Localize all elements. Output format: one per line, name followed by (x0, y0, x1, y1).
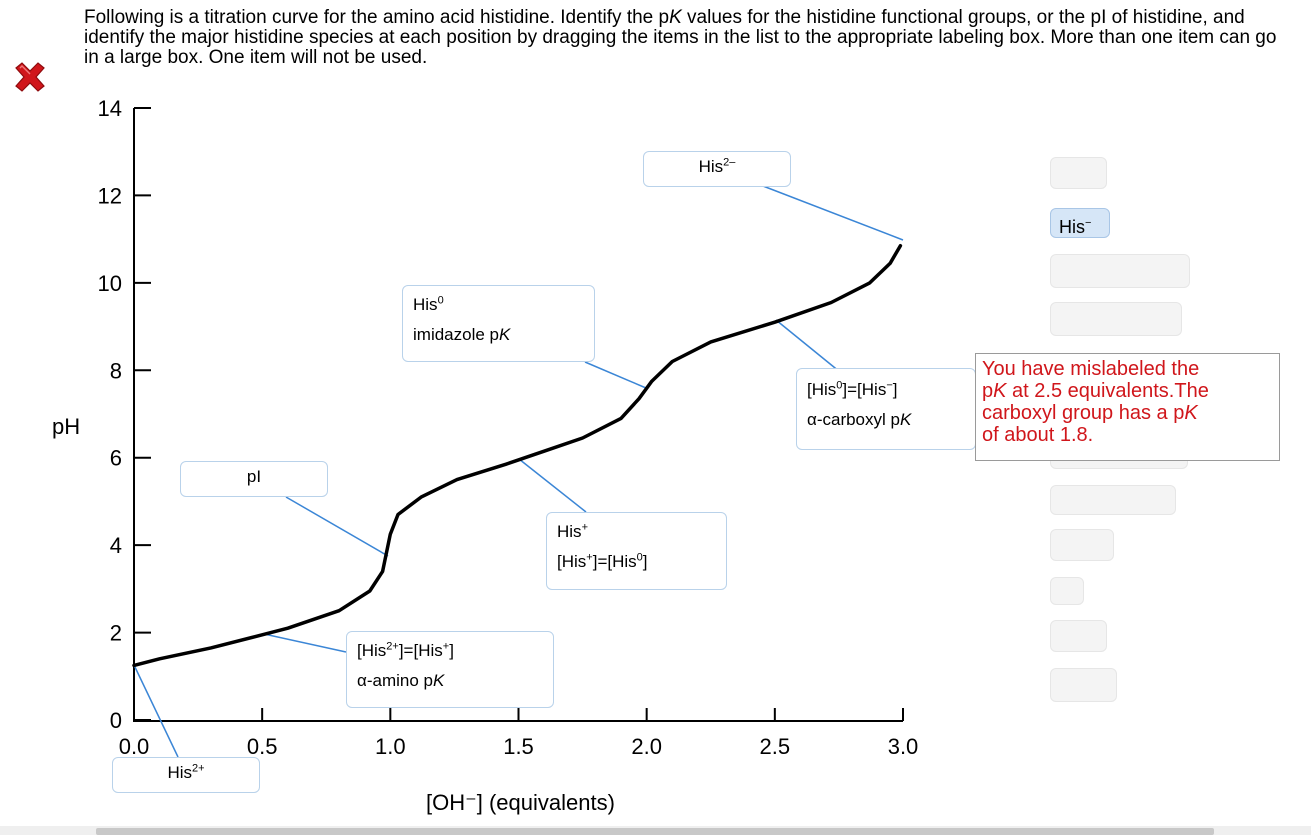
leader-line (584, 361, 647, 389)
chip-sup: − (1085, 217, 1092, 229)
label-text: ]=[His (842, 380, 887, 399)
label-text-k: K (899, 410, 912, 429)
chart-axes: 0 2 4 6 8 10 12 14 0.0 0.5 1.0 1.5 2.0 2.5 3.0 (98, 96, 919, 759)
label-text-k: K (432, 671, 445, 690)
y-tick-label: 0 (110, 708, 122, 733)
y-tick-label: 4 (110, 533, 122, 558)
feedback-line: at 2.5 equivalents.The (1006, 380, 1209, 402)
x-tick-label: 2.5 (760, 734, 791, 759)
label-sup: 0 (437, 294, 444, 307)
leader-line (518, 458, 587, 513)
label-sup: 2+ (386, 640, 399, 653)
item-chip-his-minus[interactable]: His− (1050, 208, 1110, 238)
label-box-his0-imidazole[interactable]: His0 imidazole pK (402, 285, 595, 362)
label-sup: 0 (636, 551, 643, 564)
label-text: ] (642, 552, 648, 571)
x-tick-label: 2.0 (631, 734, 662, 759)
item-chip-empty-2[interactable] (1050, 254, 1190, 288)
label-text-k: K (499, 325, 511, 344)
label-text: His (557, 522, 582, 541)
item-chip-empty-5[interactable] (1050, 485, 1176, 515)
item-chip-empty-3[interactable] (1050, 302, 1182, 336)
leader-line (285, 496, 389, 557)
question-text-part2: values for the histidine functional grou… (84, 7, 1277, 68)
feedback-line: carboxyl group has a p (982, 402, 1185, 424)
feedback-message: You have mislabeled the pK at 2.5 equiva… (975, 353, 1280, 461)
label-text: [His (557, 552, 587, 571)
label-box-his0-hisminus[interactable]: [His0]=[His−] α-carboxyl pK (796, 368, 976, 450)
feedback-line: You have mislabeled the (982, 358, 1200, 380)
x-tick-label: 0.0 (119, 734, 150, 759)
label-box-his2plus-hisplus[interactable]: [His2+]=[His+] α-amino pK (346, 631, 554, 708)
chip-text: His (1059, 217, 1085, 237)
horizontal-scrollbar-thumb[interactable] (96, 828, 1214, 835)
label-text: ]=[His (592, 552, 637, 571)
label-sup: − (886, 379, 893, 392)
x-tick-label: 0.5 (247, 734, 278, 759)
label-text: His (167, 763, 192, 782)
question-text-k: K (669, 7, 682, 28)
label-text: [His (357, 641, 387, 660)
leader-line (133, 664, 179, 758)
x-tick-label: 1.0 (375, 734, 406, 759)
item-chip-empty-6[interactable] (1050, 529, 1114, 561)
label-text: [His (807, 380, 837, 399)
feedback-k: K (1184, 402, 1198, 424)
label-text: pI (246, 467, 262, 486)
label-text: ] (449, 641, 454, 660)
label-sup: + (581, 521, 588, 534)
y-tick-label: 14 (98, 96, 122, 121)
question-text: Following is a titration curve for the a… (84, 8, 1294, 68)
leader-line (263, 633, 347, 653)
label-sup: 2– (723, 156, 736, 169)
label-text: ] (892, 380, 898, 399)
x-tick-label: 3.0 (888, 734, 919, 759)
label-text: α-amino p (357, 671, 433, 690)
label-text: imidazole p (413, 325, 499, 344)
y-tick-label: 8 (110, 358, 122, 383)
label-text: His (698, 157, 724, 176)
item-chip-empty-9[interactable] (1050, 668, 1117, 702)
label-box-pi[interactable]: pI (180, 461, 328, 497)
feedback-line: p (982, 380, 994, 402)
label-sup: 0 (836, 379, 843, 392)
y-tick-label: 6 (110, 446, 122, 471)
y-axis-label: pH (52, 414, 80, 439)
item-chip-empty-1[interactable] (1050, 157, 1107, 189)
label-text: α-carboxyl p (807, 410, 900, 429)
leader-line (762, 185, 904, 241)
label-box-his2minus[interactable]: His2– (643, 151, 791, 187)
titration-curve-line (132, 243, 903, 668)
x-tick-label: 1.5 (503, 734, 534, 759)
red-x-icon (15, 62, 45, 92)
leader-line (775, 319, 841, 373)
label-box-hisplus[interactable]: His+ [His+]=[His0] (546, 512, 727, 590)
label-sup: + (442, 640, 450, 653)
item-chip-empty-8[interactable] (1050, 620, 1107, 652)
y-tick-label: 12 (98, 183, 122, 208)
x-axis-label: [OH⁻] (equivalents) (426, 790, 615, 815)
label-box-his2plus[interactable]: His2+ (112, 757, 260, 793)
question-text-part1: Following is a titration curve for the a… (84, 7, 670, 28)
label-sup: 2+ (192, 762, 205, 775)
leader-lines (133, 185, 904, 758)
y-tick-label: 10 (98, 271, 122, 296)
label-sup: + (586, 551, 593, 564)
label-text: His (413, 295, 438, 314)
feedback-k: K (993, 380, 1007, 402)
y-tick-label: 2 (110, 621, 122, 646)
item-chip-empty-7[interactable] (1050, 577, 1084, 605)
feedback-line: of about 1.8. (982, 424, 1094, 446)
label-text: ]=[His (398, 641, 443, 660)
